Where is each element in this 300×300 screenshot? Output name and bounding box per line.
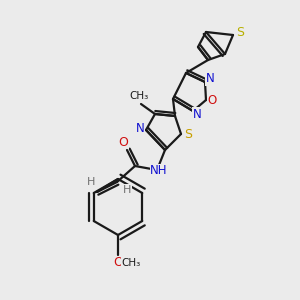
Text: CH₃: CH₃ <box>129 91 148 101</box>
Text: S: S <box>184 128 192 140</box>
Text: O: O <box>113 256 123 269</box>
Text: H: H <box>123 185 131 195</box>
Text: CH₃: CH₃ <box>122 258 141 268</box>
Text: O: O <box>118 136 128 148</box>
Text: N: N <box>193 107 201 121</box>
Text: S: S <box>236 26 244 38</box>
Text: O: O <box>207 94 217 106</box>
Text: N: N <box>206 73 214 85</box>
Text: H: H <box>87 177 95 187</box>
Text: N: N <box>136 122 144 136</box>
Text: NH: NH <box>150 164 168 178</box>
